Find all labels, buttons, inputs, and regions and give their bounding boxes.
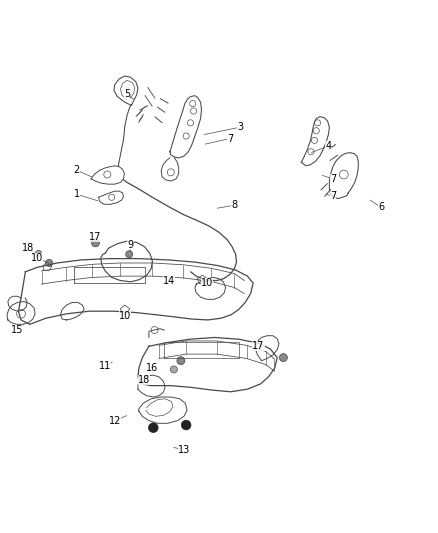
Text: 7: 7 (330, 174, 336, 184)
Text: 7: 7 (330, 191, 336, 201)
Text: 15: 15 (11, 325, 23, 335)
Text: 12: 12 (109, 416, 121, 426)
Text: 13: 13 (178, 445, 190, 455)
Circle shape (279, 354, 287, 361)
Text: 18: 18 (22, 243, 35, 253)
Circle shape (148, 423, 158, 432)
Text: 14: 14 (162, 276, 175, 286)
Text: 9: 9 (127, 240, 134, 251)
Text: 1: 1 (74, 189, 80, 199)
Text: 6: 6 (378, 203, 384, 212)
Text: 4: 4 (325, 141, 332, 151)
Circle shape (177, 357, 185, 365)
Circle shape (170, 366, 177, 373)
Text: 10: 10 (119, 311, 131, 320)
Text: 10: 10 (31, 253, 43, 263)
Text: 7: 7 (227, 134, 233, 143)
Text: 16: 16 (146, 363, 159, 373)
Text: 10: 10 (201, 278, 213, 288)
Text: 17: 17 (89, 232, 102, 242)
Text: 5: 5 (124, 90, 130, 99)
Text: 3: 3 (237, 122, 243, 132)
Text: 8: 8 (231, 200, 237, 210)
Text: 2: 2 (74, 165, 80, 175)
Text: 17: 17 (252, 341, 265, 351)
Text: 18: 18 (138, 375, 150, 385)
Circle shape (92, 239, 99, 247)
Circle shape (126, 251, 133, 258)
Circle shape (35, 251, 42, 256)
Text: 11: 11 (99, 361, 111, 372)
Circle shape (46, 260, 53, 266)
Circle shape (181, 420, 191, 430)
